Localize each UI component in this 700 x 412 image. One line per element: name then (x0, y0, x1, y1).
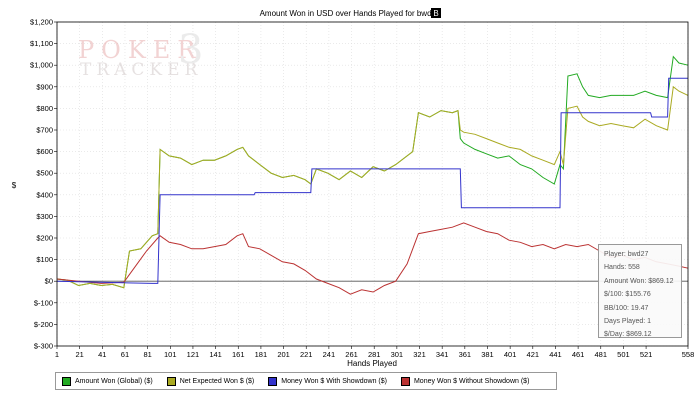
x-tick-label: 21 (75, 350, 83, 359)
x-tick-label: 401 (504, 350, 517, 359)
y-axis-label: $ (12, 181, 17, 190)
y-tick-label: $100 (36, 255, 53, 264)
x-tick-label: 521 (640, 350, 653, 359)
legend: Amount Won (Global) ($) Net Expected Won… (55, 372, 557, 390)
x-tick-label: 101 (164, 350, 177, 359)
series-net-expected-line (56, 85, 689, 289)
x-ticks: 1 21 41 61 81 101 121 141 161 181 201 221 241 261 281 3… (55, 346, 694, 359)
legend-swatch-with-showdown (268, 376, 278, 386)
y-tick-label: $800 (36, 104, 53, 113)
tooltip-amount-won: Amount Won: $869.12 (604, 277, 674, 285)
x-tick-label: 361 (459, 350, 472, 359)
series-amount-won-line (56, 55, 689, 289)
y-tick-label: $-300 (34, 342, 53, 351)
x-tick-label: 558 (682, 350, 695, 359)
y-tick-label: $1,200 (30, 18, 53, 27)
logo-numeral: 3 (178, 27, 204, 73)
legend-label-with-showdown: Money Won $ With Showdown ($) (281, 377, 387, 385)
legend-label-amount-won: Amount Won (Global) ($) (75, 377, 153, 385)
y-tick-label: $600 (36, 147, 53, 156)
y-tick-label: $-100 (34, 298, 53, 307)
x-tick-label: 481 (595, 350, 608, 359)
plot-frame (56, 21, 689, 347)
x-tick-label: 381 (481, 350, 494, 359)
logo-line1: POKER (78, 36, 203, 64)
series-with-showdown-line (56, 77, 688, 284)
x-tick-label: 121 (187, 350, 200, 359)
x-tick-label: 201 (277, 350, 290, 359)
tooltip-per100: $/100: $155.76 (604, 291, 651, 299)
y-tick-label: $500 (36, 169, 53, 178)
legend-swatch-net-expected (166, 376, 176, 386)
x-tick-label: 81 (143, 350, 151, 359)
x-tick-label: 341 (436, 350, 449, 359)
y-tick-label: $300 (36, 212, 53, 221)
legend-item-net-expected[interactable]: Net Expected Won $ ($) (166, 376, 255, 386)
y-tick-label: $0 (45, 277, 53, 286)
x-tick-label: 501 (617, 350, 630, 359)
x-tick-label: 301 (391, 350, 404, 359)
x-tick-label: 161 (232, 350, 245, 359)
legend-swatch-without-showdown (400, 376, 410, 386)
x-tick-label: 441 (549, 350, 562, 359)
x-tick-label: 41 (98, 350, 106, 359)
legend-item-with-showdown[interactable]: Money Won $ With Showdown ($) (268, 376, 387, 386)
y-tick-label: $900 (36, 82, 53, 91)
y-tick-label: $1,100 (30, 39, 53, 48)
title-badge-bg (431, 8, 441, 18)
x-tick-label: 321 (413, 350, 426, 359)
x-tick-label: 421 (527, 350, 540, 359)
x-tick-label: 141 (209, 350, 222, 359)
pokertracker-logo: POKER TRACKER 3 (78, 27, 204, 80)
legend-swatch-amount-won (62, 376, 71, 386)
stats-tooltip: Player: bwd27 Hands: 558 Amount Won: $86… (598, 244, 682, 338)
logo-line2: TRACKER (80, 60, 203, 80)
chart-title: Amount Won in USD over Hands Played for … (260, 9, 441, 18)
x-tick-label: 181 (255, 350, 268, 359)
x-tick-label: 61 (121, 350, 129, 359)
x-tick-label: 281 (368, 350, 381, 359)
y-ticks: $-300 $-200 $-100 $0 $100 $200 $300 $400 $500 $60… (30, 18, 57, 351)
series-without-showdown-line (56, 222, 689, 295)
y-tick-label: $1,000 (30, 61, 53, 70)
y-tick-label: $400 (36, 190, 53, 199)
tooltip-hands: Hands: 558 (604, 264, 640, 272)
x-tick-label: 221 (300, 350, 313, 359)
legend-item-without-showdown[interactable]: Money Won $ Without Showdown ($) (400, 376, 530, 386)
tooltip-player: Player: bwd27 (604, 251, 649, 258)
x-tick-label: 241 (323, 350, 336, 359)
x-tick-label: 461 (572, 350, 585, 359)
legend-item-amount-won[interactable]: Amount Won (Global) ($) (62, 376, 153, 386)
tooltip-perday: $/Day: $869.12 (604, 331, 652, 339)
x-axis-label: Hands Played (347, 359, 397, 368)
series-group (56, 55, 689, 295)
tooltip-days: Days Played: 1 (604, 318, 652, 326)
x-tick-label: 1 (55, 350, 59, 359)
x-tick-label: 261 (345, 350, 358, 359)
y-tick-label: $-200 (34, 320, 53, 329)
title-badge: B (433, 9, 438, 18)
y-tick-label: $200 (36, 234, 53, 243)
legend-label-net-expected: Net Expected Won $ ($) (179, 377, 255, 385)
legend-label-without-showdown: Money Won $ Without Showdown ($) (413, 377, 530, 385)
y-tick-label: $700 (36, 126, 53, 135)
tooltip-bb100: BB/100: 19.47 (604, 304, 649, 312)
